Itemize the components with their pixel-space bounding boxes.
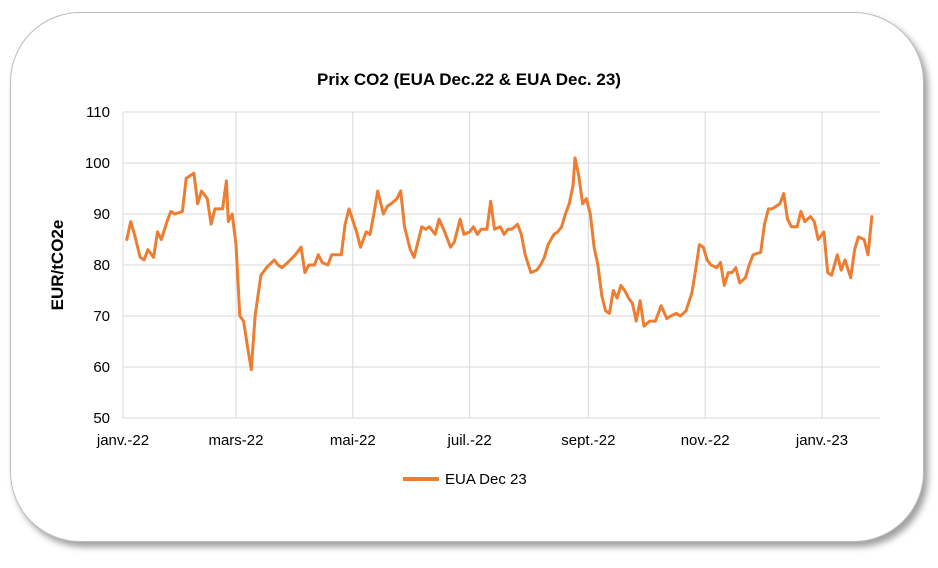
x-tick-label: mars-22	[208, 432, 263, 449]
x-tick-label: sept.-22	[561, 432, 615, 449]
axes	[122, 112, 880, 419]
x-tick-label: mai-22	[330, 432, 376, 449]
legend: EUA Dec 23	[403, 470, 527, 488]
chart-card	[10, 12, 924, 542]
x-tick-label: janv.-23	[795, 432, 848, 449]
legend-swatch	[403, 477, 439, 481]
x-tick-label: janv.-22	[96, 432, 149, 449]
y-axis-label: EUR/tCO2e	[48, 220, 67, 311]
y-tick-labels: 50 60 70 80 90 100 110	[85, 104, 110, 427]
x-tick-label: juil.-22	[447, 432, 492, 449]
x-tick-labels: janv.-22 mars-22 mai-22 juil.-22 sept.-22 nov…	[96, 432, 848, 449]
legend-label: EUA Dec 23	[445, 470, 527, 488]
y-tick-label: 70	[93, 308, 110, 325]
series-line	[125, 156, 874, 372]
y-tick-label: 90	[93, 206, 110, 223]
chart-title: Prix CO2 (EUA Dec.22 & EUA Dec. 23)	[317, 70, 621, 89]
y-tick-label: 60	[93, 359, 110, 376]
y-tick-label: 110	[86, 104, 110, 121]
y-tick-label: 80	[93, 257, 110, 274]
y-tick-label: 50	[93, 410, 110, 427]
x-tick-label: nov.-22	[681, 432, 730, 449]
y-tick-label: 100	[85, 155, 110, 172]
series-group	[125, 156, 874, 372]
